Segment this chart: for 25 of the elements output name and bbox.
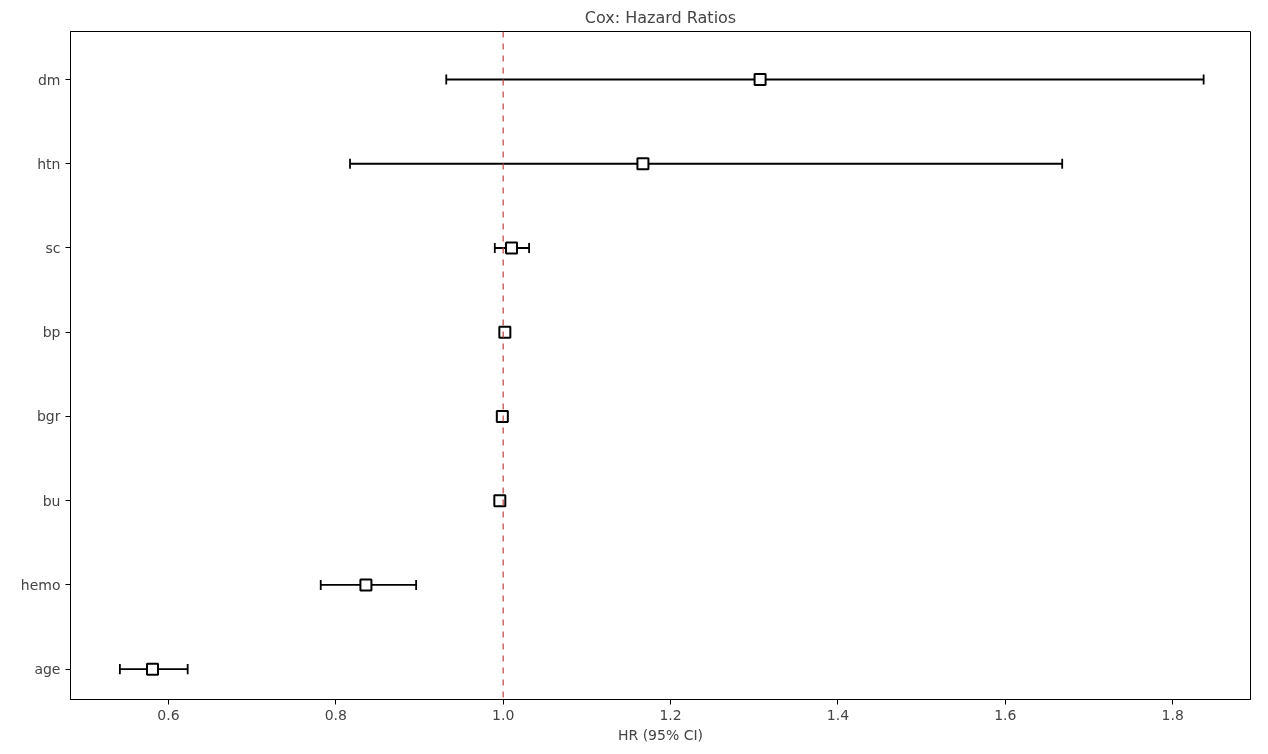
y-tick-label: bu bbox=[42, 492, 61, 509]
x-axis-title: HR (95% CI) bbox=[617, 726, 704, 743]
y-tick-label: hemo bbox=[20, 576, 61, 593]
point bbox=[495, 409, 509, 423]
point bbox=[359, 578, 373, 592]
y-tick-label: bp bbox=[42, 324, 61, 341]
x-tick-label: 1.0 bbox=[492, 706, 515, 723]
x-tick-label: 1.8 bbox=[1161, 706, 1184, 723]
x-tick-label: 1.4 bbox=[826, 706, 850, 723]
x-tick-label: 0.6 bbox=[157, 706, 180, 723]
y-tick-label: sc bbox=[45, 239, 61, 256]
y-tick-label: age bbox=[34, 661, 61, 678]
point bbox=[636, 157, 650, 171]
point bbox=[505, 241, 519, 255]
point bbox=[146, 662, 160, 676]
point bbox=[493, 494, 507, 508]
point bbox=[498, 325, 512, 339]
y-tick-label: dm bbox=[37, 71, 61, 88]
y-tick-label: bgr bbox=[36, 408, 61, 425]
x-tick-label: 1.6 bbox=[994, 706, 1017, 723]
y-tick-label: htn bbox=[37, 155, 61, 172]
chart-title: Cox: Hazard Ratios bbox=[584, 7, 737, 27]
point bbox=[753, 73, 767, 87]
x-tick-label: 0.8 bbox=[324, 706, 347, 723]
x-tick-label: 1.2 bbox=[659, 706, 682, 723]
